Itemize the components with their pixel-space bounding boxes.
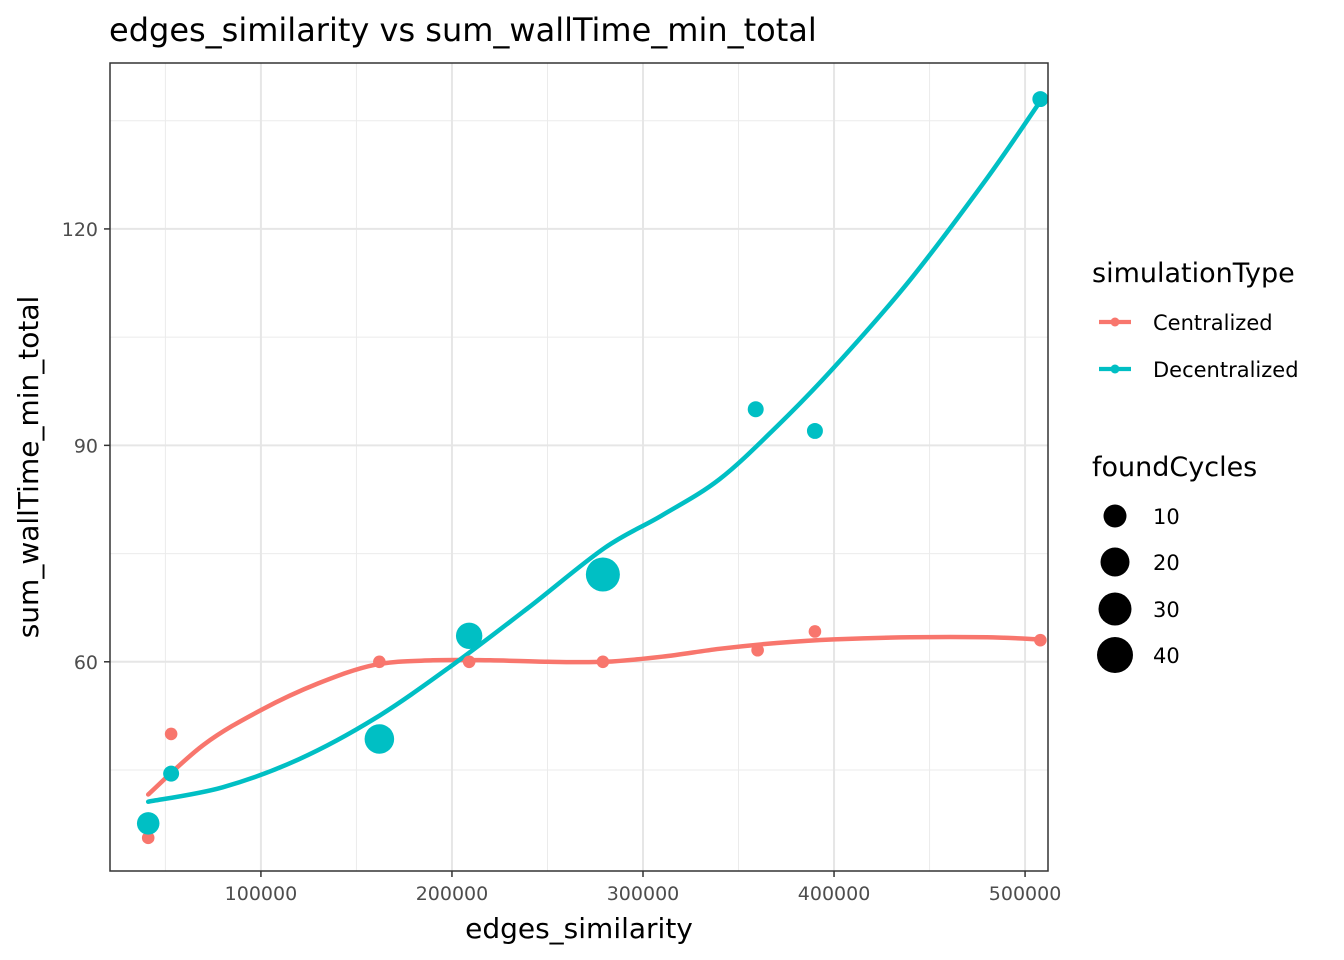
smooth-line-centralized — [145, 634, 1043, 797]
point-centralized — [373, 655, 386, 669]
legend-size-label-40: 40 — [1153, 644, 1180, 668]
x-tick-label: 300000 — [607, 883, 680, 905]
point-decentralized — [806, 422, 823, 439]
legend-size-item-30: 30 — [1098, 592, 1180, 626]
x-tick-label: 500000 — [989, 883, 1062, 905]
point-centralized — [808, 625, 822, 638]
point-decentralized — [455, 622, 483, 650]
point-decentralized — [364, 724, 395, 754]
smooth-line-decentralized — [145, 98, 1043, 804]
legend-size-item-40: 40 — [1097, 637, 1180, 673]
legend-key-point — [1110, 364, 1120, 374]
point-centralized — [751, 643, 764, 657]
point-centralized — [141, 831, 155, 845]
y-tick-label: 120 — [62, 219, 98, 241]
y-tick-label: 90 — [74, 435, 98, 457]
point-centralized — [164, 727, 178, 741]
point-centralized — [462, 655, 476, 669]
legend-item-centralized: Centralized — [1099, 311, 1273, 335]
point-decentralized — [1032, 91, 1049, 108]
legend-color: simulationType Centralized Decentralized — [1092, 258, 1299, 382]
chart-title: edges_similarity vs sum_wallTime_min_tot… — [109, 11, 817, 49]
legend-color-title: simulationType — [1092, 258, 1295, 289]
point-decentralized — [747, 401, 764, 418]
point-decentralized — [585, 557, 620, 592]
point-decentralized — [136, 812, 160, 835]
y-axis-ticks: 60 90 120 — [62, 219, 110, 674]
point-centralized — [596, 655, 610, 669]
x-tick-label: 200000 — [416, 883, 489, 905]
x-tick-label: 100000 — [225, 883, 298, 905]
legend-item-decentralized: Decentralized — [1099, 358, 1299, 382]
legend-label-centralized: Centralized — [1153, 311, 1273, 335]
legend-size-key — [1103, 504, 1127, 528]
data-points — [136, 91, 1049, 845]
y-axis-title: sum_wallTime_min_total — [12, 296, 45, 639]
plot-border — [109, 62, 1049, 872]
plot-panel — [110, 63, 1048, 871]
smooth-lines — [145, 98, 1043, 804]
legend-key-point — [1110, 317, 1120, 327]
y-tick-label: 60 — [74, 652, 98, 674]
x-axis-title: edges_similarity — [465, 912, 693, 945]
legend-size-item-20: 20 — [1100, 547, 1180, 577]
point-decentralized — [163, 765, 180, 782]
legend-size-item-10: 10 — [1103, 504, 1180, 529]
legend-size-key — [1098, 592, 1132, 626]
legend-size-title: foundCycles — [1092, 452, 1257, 483]
grid-major — [110, 63, 1048, 871]
grid-minor — [110, 63, 1048, 871]
legend-size-key — [1100, 547, 1130, 577]
legend-size-key — [1097, 637, 1133, 673]
point-centralized — [1034, 633, 1047, 647]
legend-size-label-20: 20 — [1153, 551, 1180, 575]
legend-size: foundCycles 10 20 30 40 — [1092, 452, 1257, 673]
legend-size-label-10: 10 — [1153, 505, 1180, 529]
x-axis-ticks: 100000 200000 300000 400000 500000 — [225, 871, 1062, 905]
legend-size-label-30: 30 — [1153, 598, 1180, 622]
x-tick-label: 400000 — [798, 883, 871, 905]
legend-label-decentralized: Decentralized — [1153, 358, 1299, 382]
